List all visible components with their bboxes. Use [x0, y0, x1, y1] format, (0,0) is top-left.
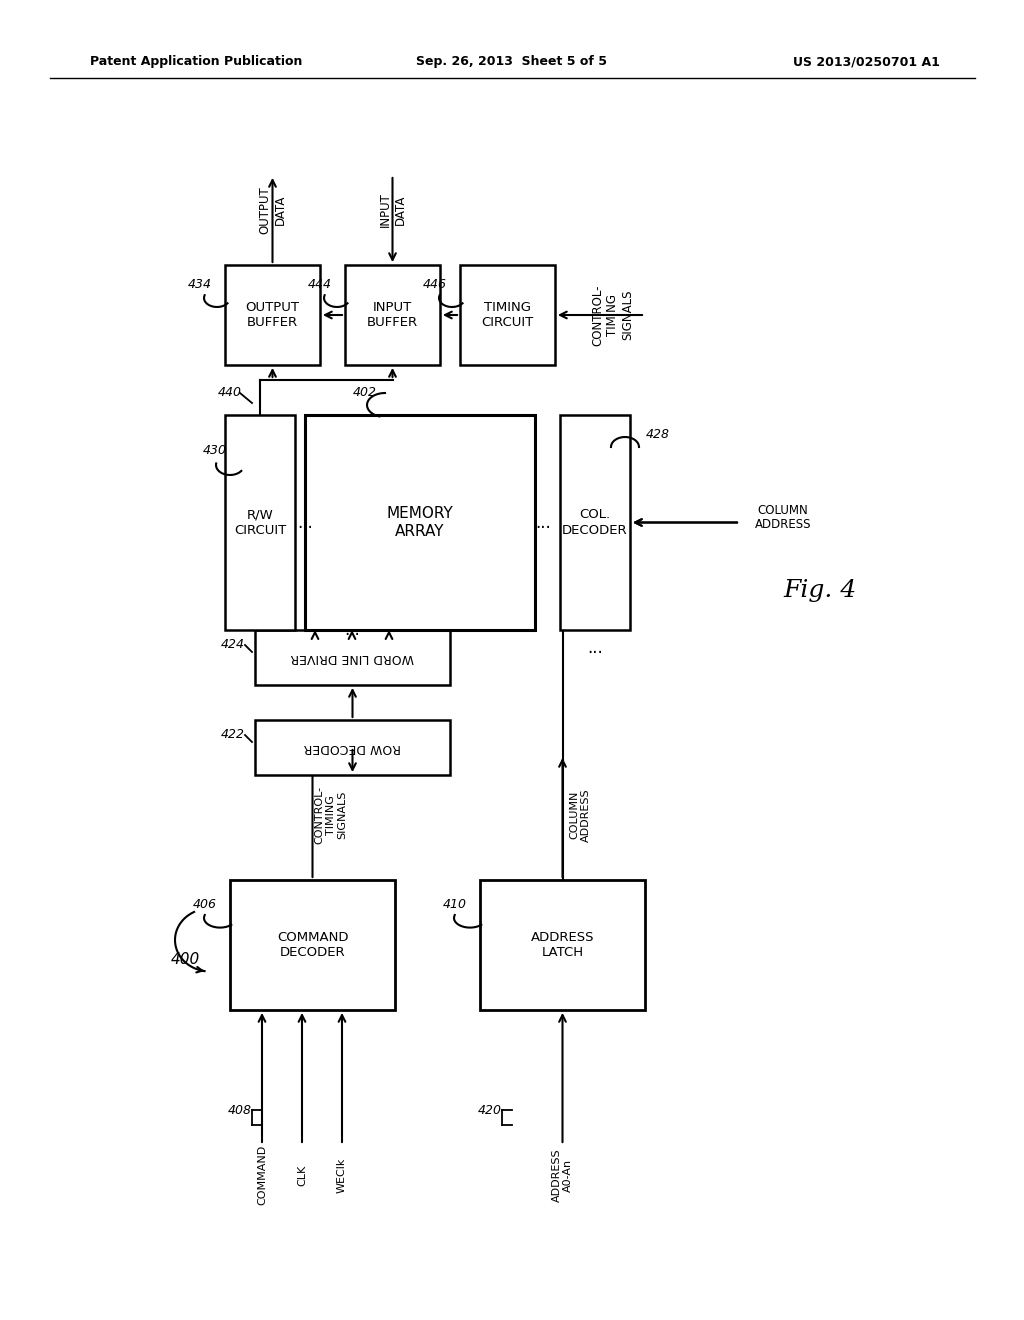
Text: OUTPUT
DATA: OUTPUT DATA [258, 186, 287, 234]
Text: ROW DECODER: ROW DECODER [304, 741, 401, 754]
Text: Sep. 26, 2013  Sheet 5 of 5: Sep. 26, 2013 Sheet 5 of 5 [417, 55, 607, 69]
Bar [255, 630, 450, 685]
Bar [255, 719, 450, 775]
Text: INPUT
DATA: INPUT DATA [379, 193, 407, 227]
Text: ADDRESS
A0-An: ADDRESS A0-An [552, 1148, 573, 1201]
Text: COLUMN
ADDRESS: COLUMN ADDRESS [755, 503, 811, 532]
Text: R/W
CIRCUIT: R/W CIRCUIT [233, 508, 286, 536]
Bar [460, 265, 555, 366]
Text: CLK: CLK [297, 1164, 307, 1185]
Bar [560, 414, 630, 630]
Text: TIMING
CIRCUIT: TIMING CIRCUIT [481, 301, 534, 329]
Bar [230, 880, 395, 1010]
Bar [225, 414, 295, 630]
Text: Fig. 4: Fig. 4 [783, 578, 857, 602]
Text: COMMAND
DECODER: COMMAND DECODER [276, 931, 348, 960]
Text: CONTROL-
TIMING
SIGNALS: CONTROL- TIMING SIGNALS [314, 785, 347, 843]
Bar [225, 265, 319, 366]
Text: US 2013/0250701 A1: US 2013/0250701 A1 [794, 55, 940, 69]
Bar [305, 414, 535, 630]
Text: 408: 408 [228, 1104, 252, 1117]
Text: INPUT
BUFFER: INPUT BUFFER [367, 301, 418, 329]
Text: WORD LINE DRIVER: WORD LINE DRIVER [291, 651, 415, 664]
Text: ...: ... [536, 513, 551, 532]
Text: COMMAND: COMMAND [257, 1144, 267, 1205]
Text: 402: 402 [353, 387, 377, 400]
Bar [480, 880, 645, 1010]
Text: 406: 406 [193, 899, 217, 912]
Bar [345, 265, 440, 366]
Text: ...: ... [297, 513, 313, 532]
Text: Patent Application Publication: Patent Application Publication [90, 55, 302, 69]
Text: COL.
DECODER: COL. DECODER [562, 508, 628, 536]
Text: 430: 430 [203, 444, 227, 457]
Text: MEMORY
ARRAY: MEMORY ARRAY [387, 507, 454, 539]
Text: ...: ... [345, 620, 360, 639]
Text: COLUMN
ADDRESS: COLUMN ADDRESS [569, 788, 591, 842]
Text: 410: 410 [443, 899, 467, 912]
Text: CONTROL-
TIMING
SIGNALS: CONTROL- TIMING SIGNALS [592, 284, 635, 346]
Text: OUTPUT
BUFFER: OUTPUT BUFFER [246, 301, 299, 329]
Text: 434: 434 [188, 279, 212, 292]
Text: 420: 420 [478, 1104, 502, 1117]
Text: 446: 446 [423, 279, 447, 292]
Text: 428: 428 [646, 429, 670, 441]
Text: ADDRESS
LATCH: ADDRESS LATCH [530, 931, 594, 960]
Text: WEClk: WEClk [337, 1158, 347, 1193]
Text: ...: ... [587, 639, 603, 657]
Text: 400: 400 [170, 953, 200, 968]
Text: 444: 444 [308, 279, 332, 292]
Text: 424: 424 [221, 639, 245, 652]
Text: 440: 440 [218, 387, 242, 400]
Text: 422: 422 [221, 729, 245, 742]
